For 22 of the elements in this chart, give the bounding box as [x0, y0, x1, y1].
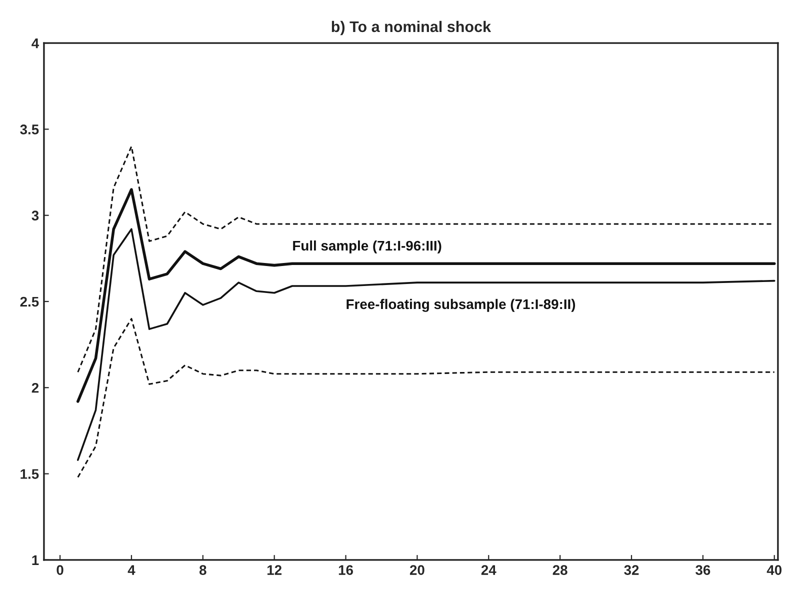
- y-tick-label: 2: [32, 382, 39, 393]
- y-tick-label: 2.5: [20, 296, 39, 307]
- x-tick-label: 12: [267, 565, 282, 575]
- line-series: [77, 318, 776, 478]
- x-tick-label: 28: [552, 565, 568, 575]
- x-tick-label: 16: [338, 565, 353, 575]
- y-tick-label: 1: [32, 555, 39, 565]
- x-tick-label: 32: [624, 565, 639, 575]
- series-label: Free-floating subsample (71:I-89:II): [346, 298, 576, 312]
- x-tick-label: 40: [766, 565, 782, 575]
- x-tick-label: 8: [199, 565, 206, 575]
- series-label: Full sample (71:I-96:III): [293, 240, 442, 254]
- y-tick-label: 3: [32, 210, 39, 221]
- x-tick-label: 0: [56, 565, 64, 575]
- y-tick-label: 1.5: [20, 469, 39, 479]
- x-tick-label: 36: [696, 565, 710, 575]
- x-tick-label: 4: [128, 565, 136, 575]
- chart-title: b) To a nominal shock: [332, 20, 492, 36]
- y-tick-label: 4: [32, 38, 40, 48]
- x-tick-label: 20: [410, 565, 424, 575]
- y-tick-label: 3.5: [20, 124, 39, 134]
- x-tick-label: 24: [481, 565, 496, 575]
